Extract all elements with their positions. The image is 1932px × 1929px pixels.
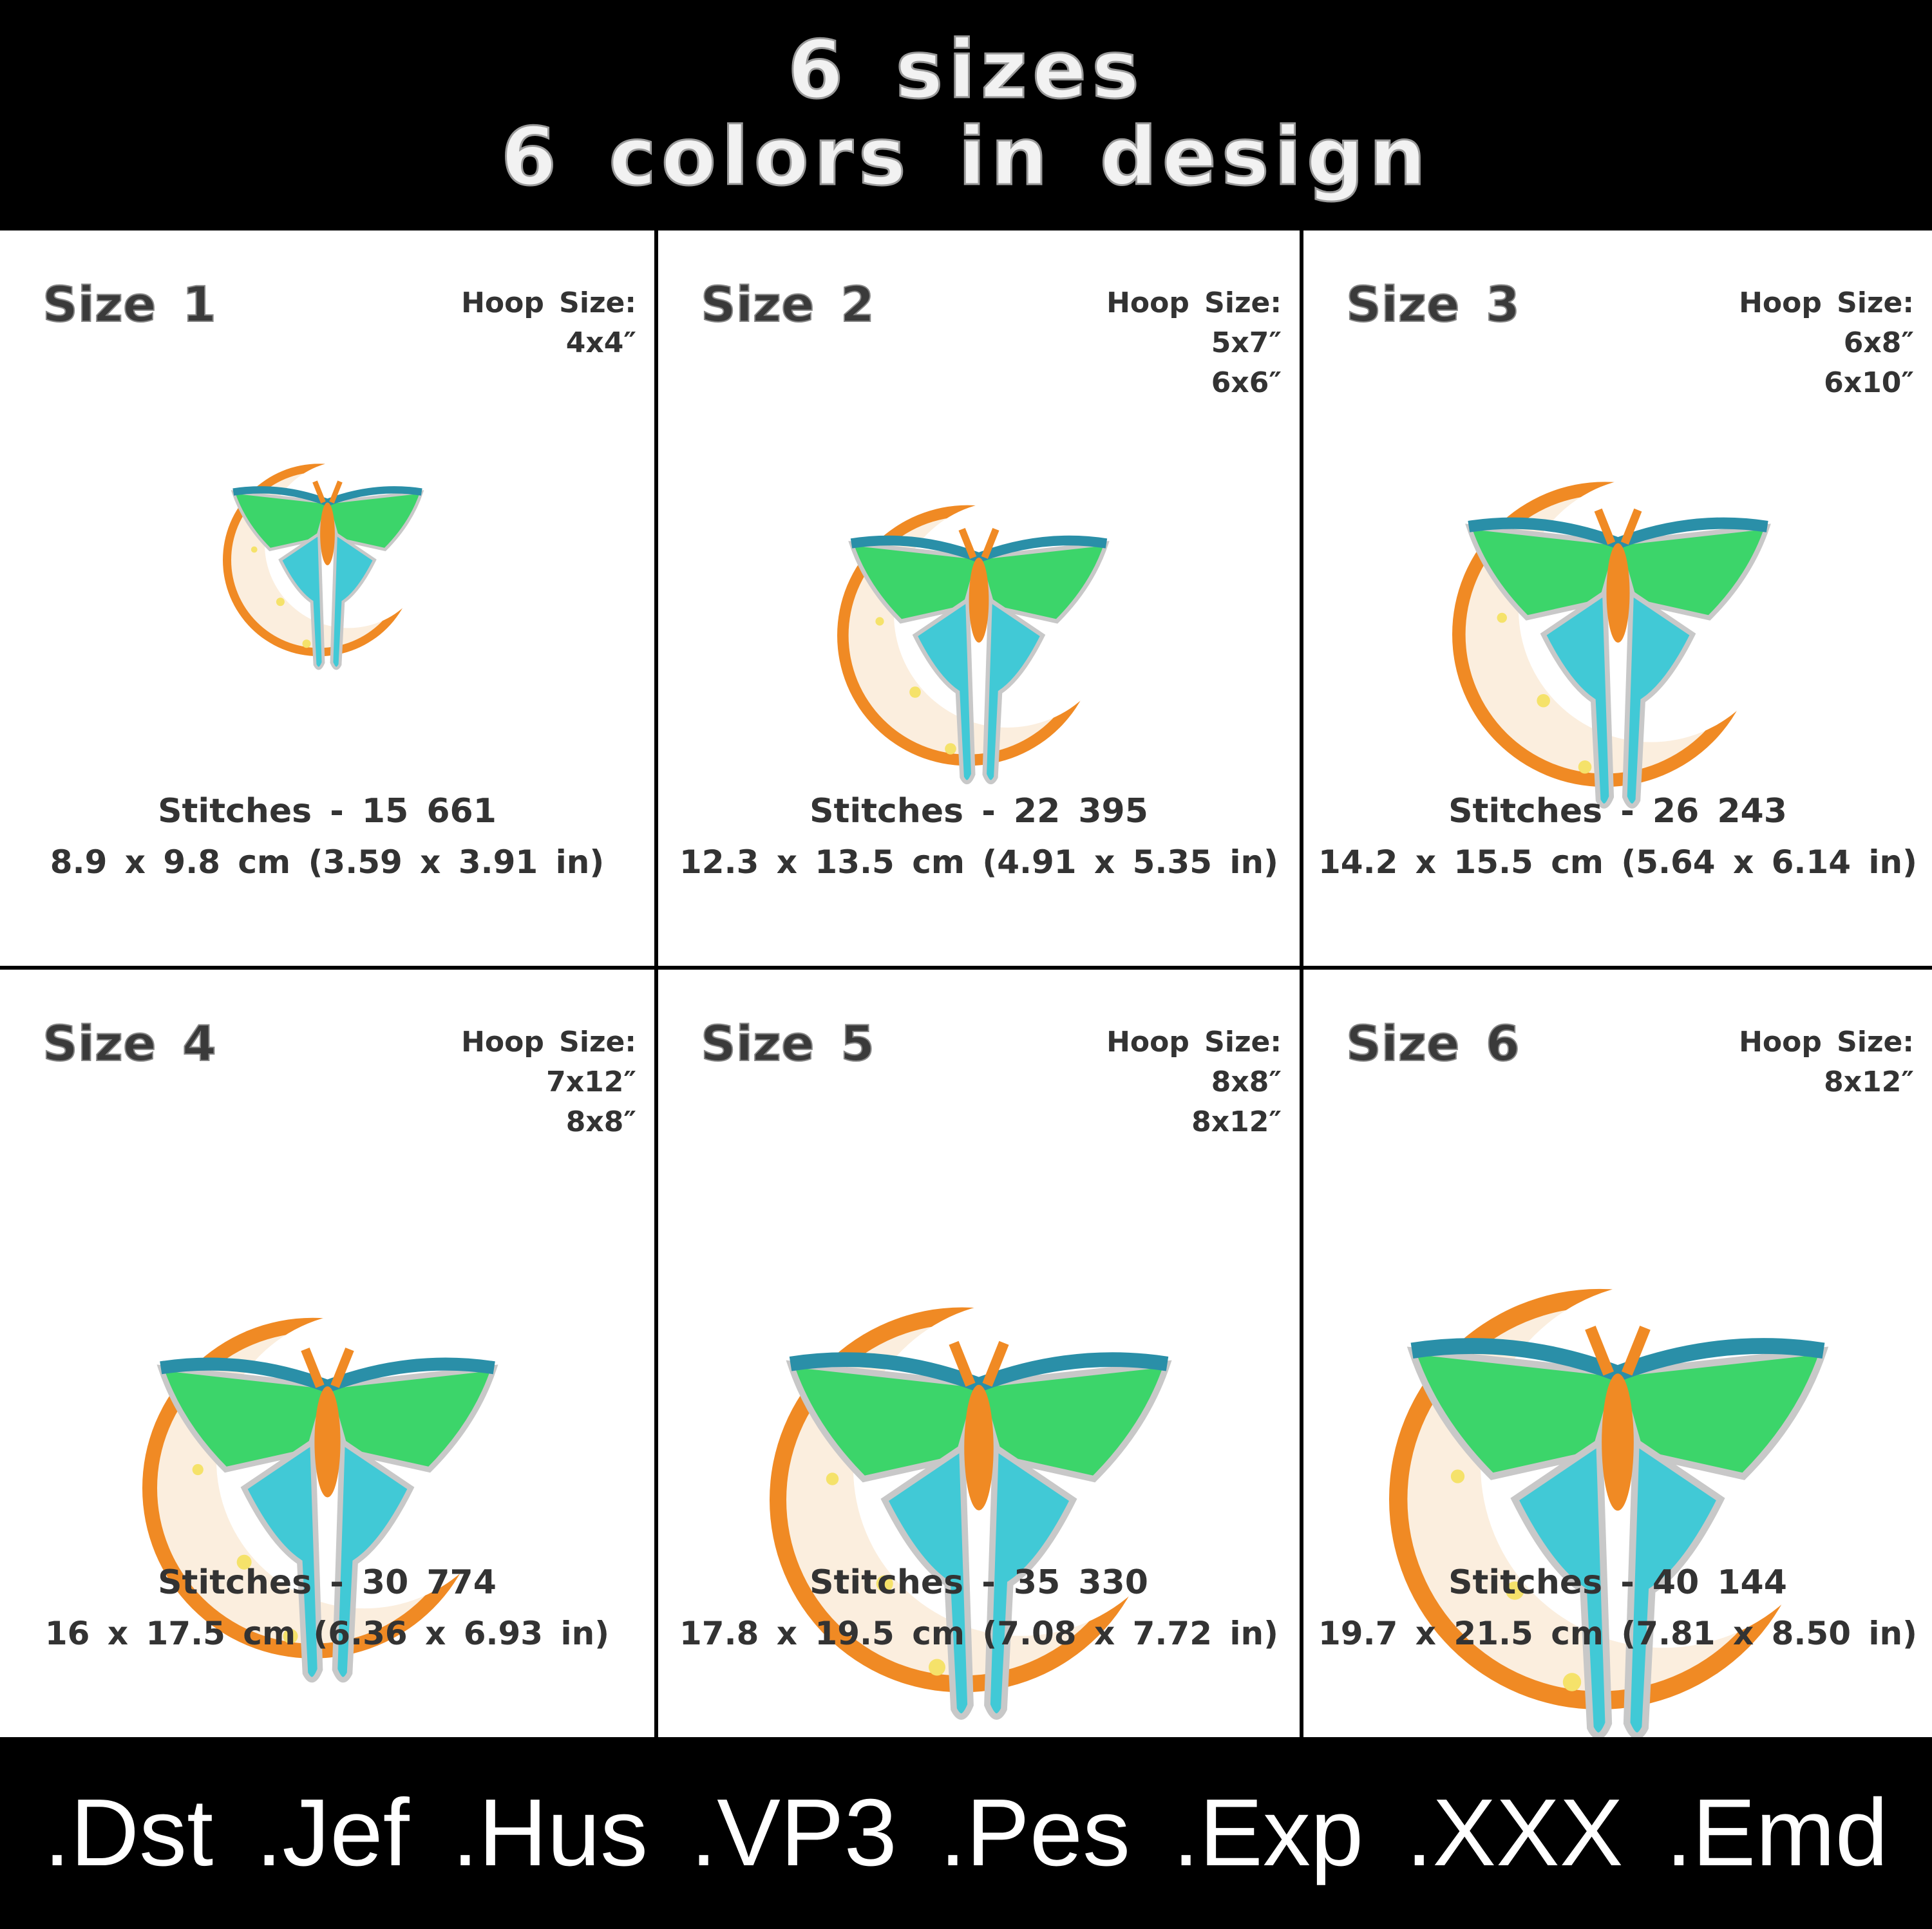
size-title: Size 2 bbox=[700, 275, 875, 334]
size-card: Size 5 Hoop Size: 8x8″ 8x12″ Stitches - 35 3… bbox=[658, 970, 1300, 1737]
header-subtitle: 6 colors in design bbox=[500, 111, 1432, 203]
stitch-count: Stitches - 22 395 bbox=[810, 792, 1148, 831]
dimensions: 17.8 x 19.5 cm (7.08 x 7.72 in) bbox=[679, 1615, 1278, 1652]
hoop-value: 8x12″ bbox=[1824, 1066, 1914, 1098]
hoop-label: Hoop Size: bbox=[1106, 1026, 1282, 1059]
dimensions: 19.7 x 21.5 cm (7.81 x 8.50 in) bbox=[1318, 1615, 1917, 1652]
moth-illustration bbox=[1389, 1248, 1846, 1774]
file-format: .Exp bbox=[1173, 1780, 1364, 1886]
dimensions: 16 x 17.5 cm (6.36 x 6.93 in) bbox=[44, 1615, 610, 1652]
hoop-label: Hoop Size: bbox=[1739, 1026, 1914, 1059]
file-format: .Pes bbox=[939, 1780, 1131, 1886]
header: 6 sizes 6 colors in design bbox=[0, 0, 1932, 228]
hoop-label: Hoop Size: bbox=[461, 287, 636, 319]
stitch-count: Stitches - 30 774 bbox=[158, 1563, 497, 1602]
moth-illustration bbox=[223, 445, 432, 686]
hoop-label: Hoop Size: bbox=[461, 1026, 636, 1059]
hoop-size: Hoop Size: 8x12″ bbox=[1739, 1022, 1914, 1102]
hoop-value: 8x8″ bbox=[565, 1106, 636, 1138]
hoop-value: 6x8″ bbox=[1843, 326, 1914, 359]
hoop-size: Hoop Size: 8x8″ 8x12″ bbox=[1106, 1022, 1282, 1142]
hoop-value: 8x12″ bbox=[1191, 1106, 1282, 1138]
hoop-size: Hoop Size: 6x8″ 6x10″ bbox=[1739, 283, 1914, 403]
hoop-size: Hoop Size: 7x12″ 8x8″ bbox=[461, 1022, 636, 1142]
dimensions: 8.9 x 9.8 cm (3.59 x 3.91 in) bbox=[50, 843, 605, 881]
size-title: Size 5 bbox=[700, 1014, 875, 1073]
dimensions: 12.3 x 13.5 cm (4.91 x 5.35 in) bbox=[679, 843, 1278, 881]
stitch-count: Stitches - 15 661 bbox=[158, 792, 497, 831]
file-format: .Jef bbox=[256, 1780, 410, 1886]
moth-illustration bbox=[837, 480, 1121, 805]
moth-illustration bbox=[770, 1270, 1188, 1751]
hoop-label: Hoop Size: bbox=[1106, 287, 1282, 319]
size-card: Size 4 Hoop Size: 7x12″ 8x8″ Stitches - 30 7… bbox=[0, 970, 654, 1737]
hoop-size: Hoop Size: 5x7″ 6x6″ bbox=[1106, 283, 1282, 403]
size-card: Size 2 Hoop Size: 5x7″ 6x6″ Stitches - 22 39… bbox=[658, 231, 1300, 966]
size-title: Size 1 bbox=[42, 275, 217, 334]
size-title: Size 4 bbox=[42, 1014, 217, 1073]
hoop-value: 7x12″ bbox=[546, 1066, 636, 1098]
size-grid: Size 1 Hoop Size: 4x4″ Stitches - 15 661 8.9… bbox=[0, 228, 1932, 1737]
file-format: .XXX bbox=[1406, 1780, 1624, 1886]
size-card: Size 1 Hoop Size: 4x4″ Stitches - 15 661 8.9… bbox=[0, 231, 654, 966]
footer: .Dst .Jef .Hus .VP3 .Pes .Exp .XXX .Emd bbox=[0, 1737, 1932, 1929]
stitch-count: Stitches - 35 330 bbox=[810, 1563, 1148, 1602]
hoop-value: 6x6″ bbox=[1211, 366, 1282, 399]
file-format: .VP3 bbox=[690, 1780, 897, 1886]
hoop-size: Hoop Size: 4x4″ bbox=[461, 283, 636, 363]
hoop-value: 6x10″ bbox=[1824, 366, 1914, 399]
hoop-label: Hoop Size: bbox=[1739, 287, 1914, 319]
file-format: .Hus bbox=[451, 1780, 649, 1886]
moth-illustration bbox=[1452, 452, 1784, 833]
size-card: Size 6 Hoop Size: 8x12″ Stitches - 40 144 19… bbox=[1303, 970, 1932, 1737]
hoop-value: 8x8″ bbox=[1211, 1066, 1282, 1098]
stitch-count: Stitches - 26 243 bbox=[1448, 792, 1787, 831]
hoop-value: 4x4″ bbox=[565, 326, 636, 359]
dimensions: 14.2 x 15.5 cm (5.64 x 6.14 in) bbox=[1318, 843, 1917, 881]
header-title: 6 sizes bbox=[787, 24, 1144, 117]
size-title: Size 3 bbox=[1345, 275, 1520, 334]
size-title: Size 6 bbox=[1345, 1014, 1520, 1073]
file-format: .Dst bbox=[44, 1780, 214, 1886]
file-format: .Emd bbox=[1665, 1780, 1888, 1886]
hoop-value: 5x7″ bbox=[1211, 326, 1282, 359]
stitch-count: Stitches - 40 144 bbox=[1448, 1563, 1787, 1602]
size-card: Size 3 Hoop Size: 6x8″ 6x10″ Stitches - 26 2… bbox=[1303, 231, 1932, 966]
